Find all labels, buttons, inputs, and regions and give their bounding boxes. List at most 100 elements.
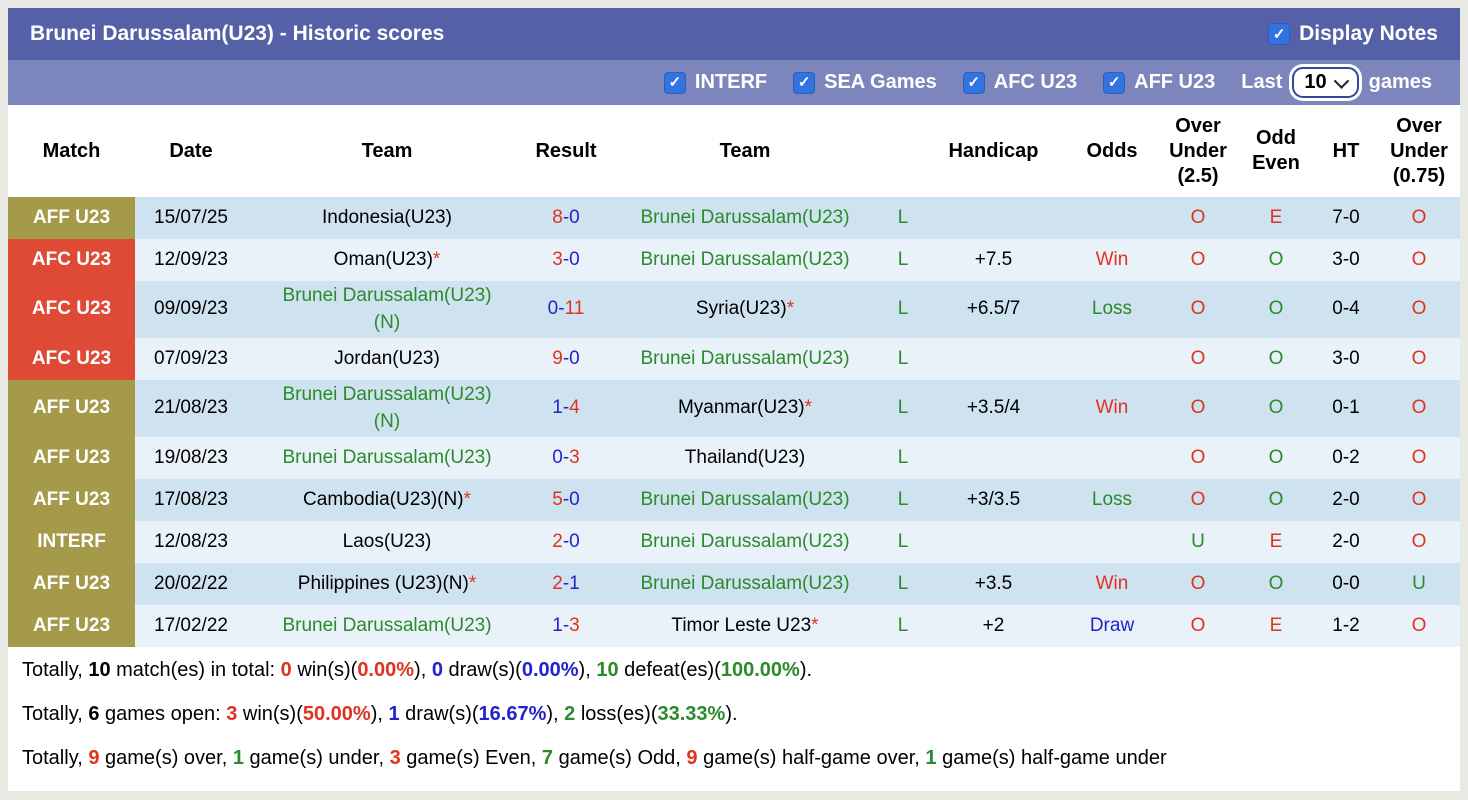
away-team-cell: Brunei Darussalam(U23)	[640, 489, 850, 511]
filter-aff-u23[interactable]: ✓ AFF U23	[1103, 71, 1215, 94]
odds-cell: Loss	[1091, 298, 1133, 320]
date-cell: 15/07/25	[154, 206, 228, 228]
letter-cell: L	[897, 397, 909, 419]
display-notes-checkbox-icon[interactable]: ✓	[1268, 23, 1291, 45]
checkbox-icon[interactable]: ✓	[962, 71, 985, 94]
games-label: games	[1368, 71, 1432, 93]
result-cell: 1-4	[552, 397, 580, 419]
filter-interf[interactable]: ✓ INTERF	[663, 71, 768, 94]
star-icon: *	[786, 298, 795, 320]
letter-cell: L	[897, 531, 909, 553]
odds-cell: Win	[1095, 397, 1129, 419]
over-under-0-75-cell: O	[1411, 531, 1427, 553]
filter-afc-u23[interactable]: ✓ AFC U23	[962, 71, 1077, 94]
letter-cell: L	[897, 206, 909, 228]
filter-sea-games[interactable]: ✓ SEA Games	[793, 71, 937, 94]
handicap-cell	[921, 437, 1066, 479]
games-count-value: 10	[1304, 71, 1327, 93]
competition-badge: AFF U23	[8, 437, 135, 480]
odds-cell	[1066, 197, 1158, 239]
odd-even-cell: O	[1268, 248, 1284, 270]
over-under-2-5-cell: O	[1190, 489, 1206, 511]
page-title: Brunei Darussalam(U23) - Historic scores	[30, 22, 445, 45]
date-cell: 12/09/23	[154, 248, 228, 270]
home-team-cell: Philippines (U23)(N)*	[297, 573, 477, 595]
date-cell: 17/02/22	[154, 615, 228, 637]
col-header-over-under-2-5: Over Under (2.5)	[1169, 114, 1227, 187]
odd-even-cell: O	[1268, 447, 1284, 469]
col-header-team1: Team	[361, 139, 413, 162]
star-icon: *	[463, 489, 471, 511]
col-header-handicap: Handicap	[948, 139, 1039, 162]
odd-even-cell: O	[1268, 298, 1284, 320]
half-time-cell: 7-0	[1332, 206, 1360, 228]
date-cell: 07/09/23	[154, 347, 228, 369]
filter-label: SEA Games	[824, 71, 937, 93]
over-under-0-75-cell: O	[1411, 248, 1427, 270]
match-row: AFF U23 15/07/25 Indonesia(U23) 8-0 Brunei D…	[8, 197, 1460, 239]
handicap-cell: +6.5/7	[966, 298, 1021, 320]
over-under-2-5-cell: U	[1191, 531, 1205, 553]
away-team-cell: Myanmar(U23)*	[677, 397, 813, 419]
date-cell: 17/08/23	[154, 489, 228, 511]
competition-badge: AFC U23	[8, 239, 135, 281]
handicap-cell: +3/3.5	[966, 489, 1021, 511]
checkbox-icon[interactable]: ✓	[663, 71, 686, 94]
col-header-match: Match	[42, 139, 101, 162]
date-cell: 19/08/23	[154, 447, 228, 469]
home-team-cell: Brunei Darussalam(U23)	[282, 447, 492, 469]
result-cell: 3-0	[552, 248, 580, 270]
date-cell: 20/02/22	[154, 573, 228, 595]
games-count-select[interactable]: 10	[1292, 67, 1359, 98]
over-under-2-5-cell: O	[1190, 206, 1206, 228]
away-team-cell: Thailand(U23)	[684, 447, 806, 469]
col-header-team2: Team	[719, 139, 771, 162]
over-under-2-5-cell: O	[1190, 347, 1206, 369]
half-time-cell: 3-0	[1332, 248, 1360, 270]
result-cell: 2-1	[552, 573, 580, 595]
handicap-cell: +3.5/4	[966, 397, 1021, 419]
over-under-0-75-cell: O	[1411, 347, 1427, 369]
odds-cell	[1066, 521, 1158, 563]
result-cell: 0-11	[547, 298, 585, 320]
summary-line-1: Totally, 10 match(es) in total: 0 win(s)…	[22, 659, 813, 682]
odds-cell: Win	[1095, 248, 1129, 270]
over-under-2-5-cell: O	[1190, 397, 1206, 419]
odds-cell: Win	[1095, 573, 1129, 595]
odds-cell: Loss	[1091, 489, 1133, 511]
date-cell: 21/08/23	[154, 397, 228, 419]
handicap-cell: +2	[982, 615, 1005, 637]
home-team-cell: Indonesia(U23)	[322, 206, 452, 228]
handicap-cell: +7.5	[974, 248, 1013, 270]
odd-even-cell: O	[1268, 573, 1284, 595]
result-cell: 5-0	[552, 489, 580, 511]
match-row: AFF U23 17/02/22 Brunei Darussalam(U23) 1-3…	[8, 605, 1460, 648]
col-header-date: Date	[169, 139, 213, 162]
letter-cell: L	[897, 573, 909, 595]
title-bar: Brunei Darussalam(U23) - Historic scores…	[8, 8, 1460, 60]
letter-cell: L	[897, 298, 909, 320]
over-under-2-5-cell: O	[1190, 573, 1206, 595]
competition-badge: AFF U23	[8, 563, 135, 606]
filter-label: INTERF	[694, 71, 768, 93]
half-time-cell: 0-2	[1332, 447, 1360, 469]
letter-cell: L	[897, 248, 909, 270]
over-under-0-75-cell: O	[1411, 447, 1427, 469]
star-icon: *	[468, 573, 477, 595]
competition-badge: AFF U23	[8, 380, 135, 438]
competition-badge: AFF U23	[8, 605, 135, 648]
letter-cell: L	[897, 615, 909, 637]
chevron-down-icon	[1333, 73, 1349, 89]
display-notes-label: Display Notes	[1299, 22, 1438, 45]
table-body: AFF U23 15/07/25 Indonesia(U23) 8-0 Brunei D…	[8, 197, 1460, 648]
checkbox-icon[interactable]: ✓	[1103, 71, 1126, 94]
display-notes-toggle[interactable]: ✓ Display Notes	[1268, 22, 1438, 46]
checkbox-icon[interactable]: ✓	[793, 71, 816, 94]
half-time-cell: 3-0	[1332, 347, 1360, 369]
star-icon: *	[432, 248, 441, 270]
match-row: AFF U23 21/08/23 Brunei Darussalam(U23) (N)…	[8, 380, 1460, 438]
result-cell: 9-0	[552, 347, 580, 369]
handicap-cell	[921, 338, 1066, 380]
star-icon: *	[804, 397, 813, 419]
over-under-2-5-cell: O	[1190, 298, 1206, 320]
